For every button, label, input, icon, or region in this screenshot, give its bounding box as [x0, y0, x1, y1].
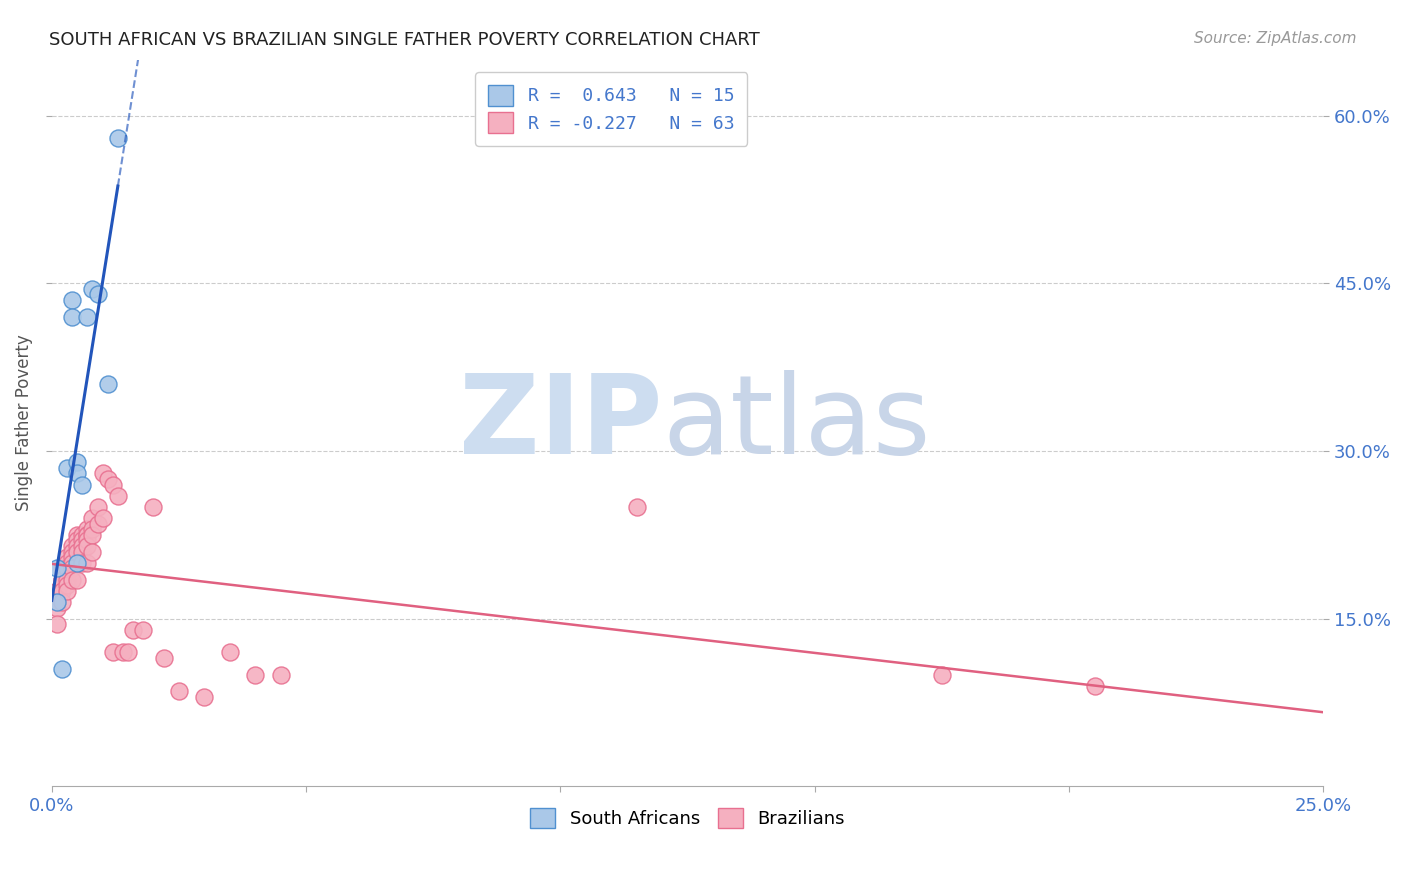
Point: [76, 539, 98, 553]
Point: [86, 287, 108, 301]
Point: [1083, 679, 1105, 693]
Point: [51, 583, 73, 598]
Point: [66, 533, 89, 548]
Point: [66, 556, 89, 570]
Point: [56, 583, 79, 598]
Point: [72, 477, 94, 491]
Point: [86, 500, 108, 514]
Point: [56, 561, 79, 575]
Point: [82, 511, 104, 525]
Legend: South Africans, Brazilians: South Africans, Brazilians: [523, 800, 852, 836]
Point: [76, 556, 98, 570]
Text: ZIP: ZIP: [458, 369, 662, 476]
Point: [45, 595, 67, 609]
Point: [97, 472, 120, 486]
Point: [72, 533, 94, 548]
Point: [56, 573, 79, 587]
Point: [51, 662, 73, 676]
Point: [60, 310, 83, 324]
Y-axis label: Single Father Poverty: Single Father Poverty: [15, 334, 32, 511]
Point: [76, 522, 98, 536]
Point: [51, 573, 73, 587]
Point: [60, 556, 83, 570]
Point: [56, 460, 79, 475]
Point: [101, 477, 124, 491]
Point: [76, 528, 98, 542]
Point: [82, 528, 104, 542]
Text: Source: ZipAtlas.com: Source: ZipAtlas.com: [1194, 31, 1357, 46]
Point: [60, 573, 83, 587]
Point: [167, 684, 190, 698]
Point: [60, 539, 83, 553]
Point: [97, 376, 120, 391]
Point: [72, 556, 94, 570]
Point: [152, 651, 174, 665]
Point: [107, 489, 129, 503]
Point: [66, 573, 89, 587]
Point: [101, 645, 124, 659]
Point: [91, 467, 114, 481]
Point: [66, 528, 89, 542]
Point: [142, 500, 165, 514]
Point: [60, 561, 83, 575]
Point: [66, 539, 89, 553]
Point: [86, 516, 108, 531]
Text: atlas: atlas: [662, 369, 931, 476]
Point: [76, 310, 98, 324]
Point: [82, 544, 104, 558]
Point: [45, 600, 67, 615]
Point: [66, 455, 89, 469]
Point: [45, 617, 67, 632]
Point: [270, 667, 292, 681]
Point: [51, 573, 73, 587]
Point: [122, 623, 145, 637]
Point: [66, 544, 89, 558]
Point: [76, 533, 98, 548]
Point: [72, 528, 94, 542]
Point: [45, 583, 67, 598]
Point: [218, 645, 240, 659]
Point: [72, 539, 94, 553]
Point: [107, 131, 129, 145]
Point: [245, 667, 267, 681]
Point: [117, 645, 139, 659]
Point: [626, 500, 648, 514]
Point: [60, 550, 83, 565]
Point: [60, 544, 83, 558]
Point: [111, 645, 134, 659]
Text: SOUTH AFRICAN VS BRAZILIAN SINGLE FATHER POVERTY CORRELATION CHART: SOUTH AFRICAN VS BRAZILIAN SINGLE FATHER…: [49, 31, 761, 49]
Point: [45, 561, 67, 575]
Point: [56, 556, 79, 570]
Point: [931, 667, 953, 681]
Point: [82, 282, 104, 296]
Point: [66, 467, 89, 481]
Point: [56, 550, 79, 565]
Point: [45, 595, 67, 609]
Point: [60, 293, 83, 307]
Point: [76, 528, 98, 542]
Point: [51, 561, 73, 575]
Point: [91, 511, 114, 525]
Point: [82, 522, 104, 536]
Point: [193, 690, 215, 704]
Point: [72, 544, 94, 558]
Point: [56, 578, 79, 592]
Point: [51, 595, 73, 609]
Point: [132, 623, 155, 637]
